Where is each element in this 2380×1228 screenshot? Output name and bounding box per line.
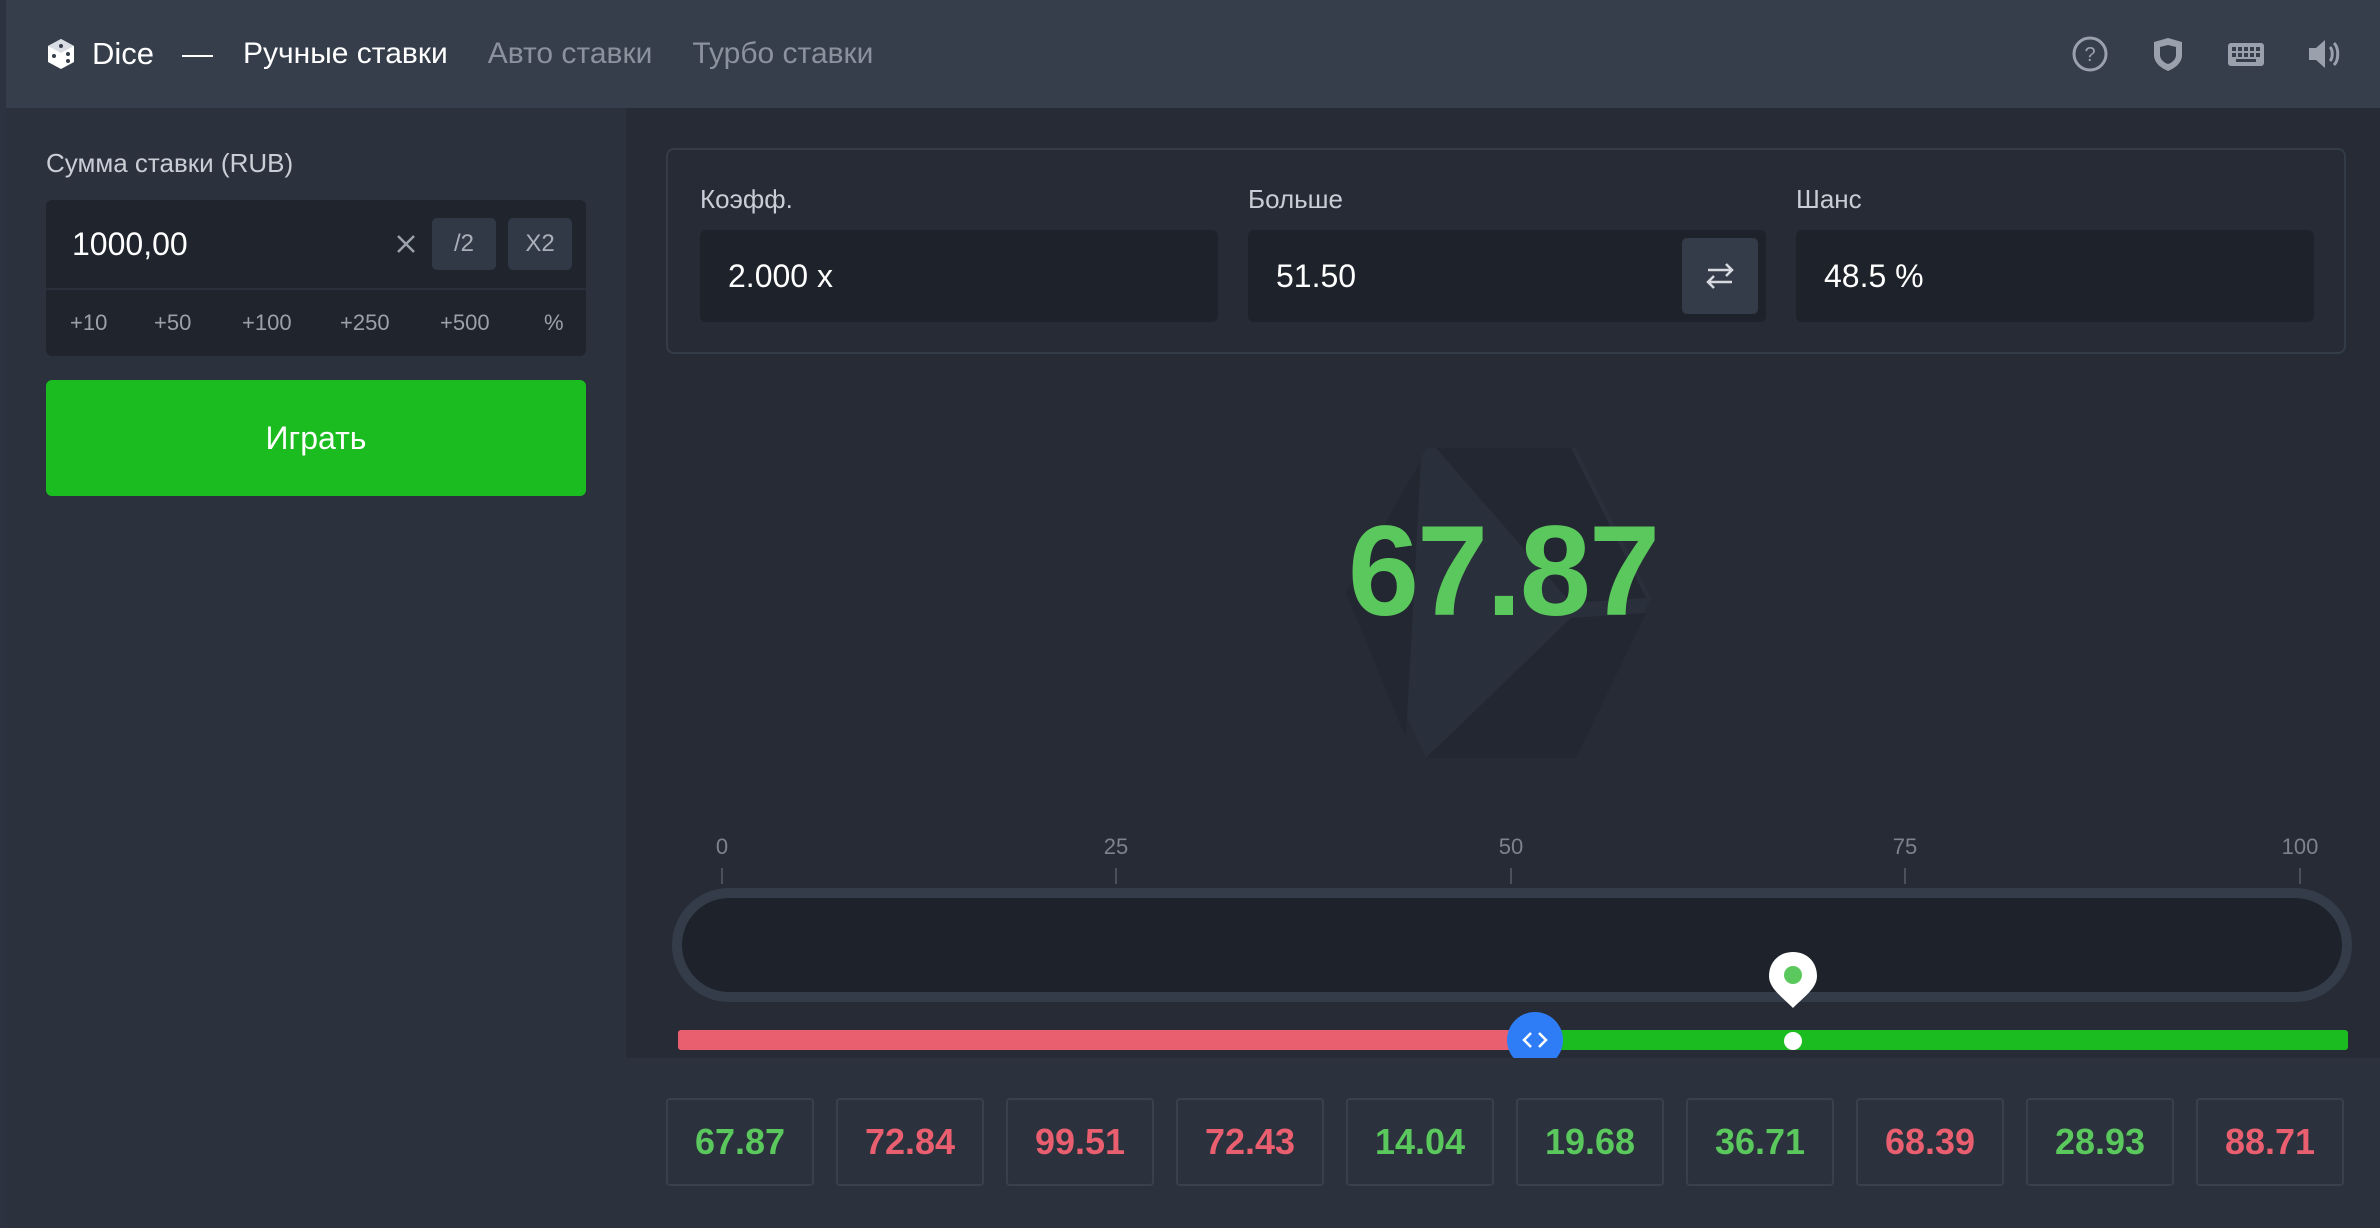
- keyboard-icon[interactable]: [2226, 34, 2266, 74]
- history-item[interactable]: 99.51: [1006, 1098, 1154, 1186]
- history-item[interactable]: 67.87: [666, 1098, 814, 1186]
- roll-history: 67.87 72.84 99.51 72.43 14.04 19.68 36.71 68.39…: [626, 1058, 2380, 1228]
- double-button[interactable]: X2: [508, 218, 572, 270]
- quick-add-250[interactable]: +250: [340, 310, 390, 335]
- chance-value: 48.5 %: [1824, 258, 1924, 294]
- quick-add-500[interactable]: +500: [440, 310, 490, 335]
- slider-track[interactable]: [672, 888, 2352, 1002]
- dice-background-icon: [1346, 448, 1651, 758]
- history-item[interactable]: 36.71: [1686, 1098, 1834, 1186]
- result-area: 67.87: [626, 438, 2380, 778]
- scale-tick-50: 50: [1498, 834, 1524, 859]
- tab-auto-bets[interactable]: Авто ставки: [487, 37, 653, 70]
- target-label: Больше: [1248, 184, 1343, 214]
- chance-label: Шанс: [1796, 184, 1862, 214]
- quick-percent[interactable]: %: [544, 310, 564, 335]
- swap-direction-button[interactable]: [1682, 238, 1758, 314]
- roll-pin-icon: [1768, 952, 1817, 1008]
- sound-icon[interactable]: [2304, 34, 2344, 74]
- target-param: Больше 51.50: [1216, 150, 1766, 356]
- scale-tickmark: [1115, 868, 1117, 884]
- roll-marker: [1783, 1032, 1802, 1050]
- multiplier-field[interactable]: 2.000 x: [700, 230, 1218, 322]
- quick-add-50[interactable]: +50: [154, 310, 192, 335]
- history-item[interactable]: 72.43: [1176, 1098, 1324, 1186]
- win-range: [1534, 1030, 2348, 1050]
- target-field[interactable]: 51.50: [1248, 230, 1766, 322]
- history-item[interactable]: 19.68: [1516, 1098, 1664, 1186]
- scale-tickmark: [1904, 868, 1906, 884]
- quick-add-100[interactable]: +100: [242, 310, 292, 335]
- dice-logo-icon: [48, 39, 74, 69]
- clear-icon[interactable]: [386, 224, 426, 264]
- help-icon[interactable]: ?: [2070, 34, 2110, 74]
- bet-divider: [46, 288, 586, 290]
- multiplier-param: Коэфф. 2.000 x: [668, 150, 1218, 356]
- tab-turbo-bets[interactable]: Турбо ставки: [692, 37, 874, 70]
- bet-panel: Сумма ставки (RUB) /2 X2 +10 +50 +100 +2…: [6, 108, 626, 1228]
- lose-range: [678, 1030, 1535, 1050]
- svg-text:?: ?: [2084, 44, 2095, 66]
- game-panel: Коэфф. 2.000 x Больше 51.50: [626, 108, 2380, 1068]
- history-item[interactable]: 68.39: [1856, 1098, 2004, 1186]
- scale-tick-25: 25: [1103, 834, 1129, 859]
- chance-field[interactable]: 48.5 %: [1796, 230, 2314, 322]
- history-item[interactable]: 72.84: [836, 1098, 984, 1186]
- brand-separator: —: [182, 36, 214, 71]
- brand-name: Dice: [92, 36, 155, 71]
- history-item[interactable]: 28.93: [2026, 1098, 2174, 1186]
- scale-tick-75: 75: [1892, 834, 1918, 859]
- chance-param: Шанс 48.5 %: [1764, 150, 2314, 356]
- multiplier-label: Коэфф.: [700, 184, 793, 214]
- drag-arrows-icon: [1521, 1032, 1548, 1048]
- dice-app: Dice — Ручные ставки Авто ставки Турбо с…: [6, 0, 2380, 1228]
- scale-tick-0: 0: [715, 834, 729, 859]
- bet-amount-label: Сумма ставки (RUB): [46, 148, 294, 178]
- swap-icon: [1706, 263, 1734, 289]
- scale-tickmark: [2299, 868, 2301, 884]
- bet-amount-input[interactable]: [72, 222, 372, 266]
- brand: Dice —: [44, 36, 243, 72]
- target-value: 51.50: [1276, 258, 1357, 294]
- bet-params: Коэфф. 2.000 x Больше 51.50: [666, 148, 2346, 354]
- scale-tick-100: 100: [2281, 834, 2319, 859]
- scale-tickmark: [1510, 868, 1512, 884]
- quick-amounts: +10 +50 +100 +250 +500 %: [46, 290, 586, 356]
- multiplier-value: 2.000 x: [728, 258, 833, 294]
- header-icons: ?: [2032, 0, 2380, 108]
- tab-manual-bets[interactable]: Ручные ставки: [243, 37, 448, 70]
- history-item[interactable]: 14.04: [1346, 1098, 1494, 1186]
- roll-result: 67.87: [1347, 500, 1660, 643]
- shield-icon[interactable]: [2148, 34, 2188, 74]
- scale-tickmark: [721, 868, 723, 884]
- bet-amount-box: /2 X2 +10 +50 +100 +250 +500 %: [46, 200, 586, 356]
- history-item[interactable]: 88.71: [2196, 1098, 2344, 1186]
- half-button[interactable]: /2: [432, 218, 496, 270]
- quick-add-10[interactable]: +10: [70, 310, 108, 335]
- play-button[interactable]: Играть: [46, 380, 586, 496]
- top-bar: Dice — Ручные ставки Авто ставки Турбо с…: [6, 0, 2380, 108]
